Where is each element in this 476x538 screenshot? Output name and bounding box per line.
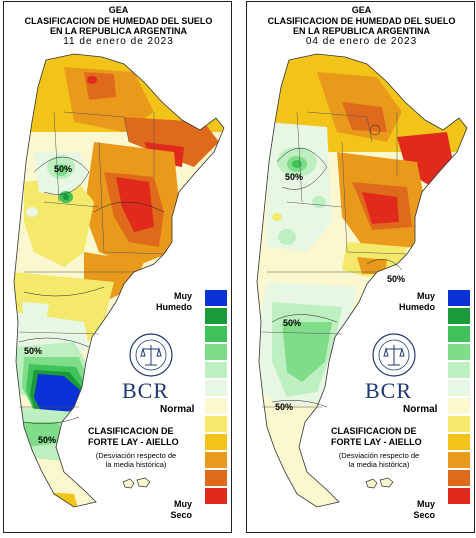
classification-title-line1: CLASIFICACION DE (331, 426, 417, 436)
map-date: 11 de enero de 2023 (63, 35, 174, 47)
contour-label: 50% (387, 274, 405, 284)
legend-swatch (448, 434, 470, 450)
bcr-seal (129, 333, 173, 377)
contour-label: 50% (54, 164, 72, 174)
argentina-map: 50% 50% 50% 50% (256, 53, 468, 508)
classification-title-line2: FORTE LAY - AIELLO (88, 437, 179, 447)
moisture-fill (257, 54, 467, 507)
bcr-logo: BCR (365, 378, 413, 403)
legend-swatch (205, 326, 227, 342)
legend-swatch (205, 380, 227, 396)
classification-note-line1: (Desviación respecto de (95, 451, 177, 460)
legend-swatch (205, 398, 227, 414)
legend-bottom-label: Muy Seco (395, 499, 435, 521)
legend-muy-label: Muy (417, 499, 435, 509)
moisture-fill (14, 54, 224, 507)
legend-swatch (448, 398, 470, 414)
contour-label: 50% (24, 346, 42, 356)
country-outline (256, 53, 468, 508)
contour-label: 50% (283, 318, 301, 328)
bcr-logo: BCR (122, 378, 170, 403)
soil-moisture-map-panel-11-jan: GEA CLASIFICACION DE HUMEDAD DEL SUELO E… (3, 1, 232, 533)
classification-title-line2: FORTE LAY - AIELLO (331, 437, 422, 447)
classification-note: (Desviación respecto de la media históri… (325, 451, 433, 469)
bcr-seal (372, 333, 416, 377)
contour-label: 50% (275, 402, 293, 412)
legend-muy-label: Muy (174, 499, 192, 509)
legend-swatch (448, 416, 470, 432)
legend-swatch (448, 452, 470, 468)
legend-swatch (205, 452, 227, 468)
legend-seco-label: Seco (413, 510, 435, 520)
legend-normal-label: Normal (160, 404, 195, 415)
legend-top-label: Muy Humedo (395, 291, 435, 313)
legend-swatch (448, 326, 470, 342)
legend-swatch (448, 290, 470, 306)
header-line-subtitle: EN LA REPUBLICA ARGENTINA (293, 26, 430, 36)
header-line-gea: GEA (108, 5, 129, 15)
legend-swatch (448, 308, 470, 324)
classification-note-line2: la media histórica) (348, 460, 410, 469)
legend-muy-label: Muy (417, 291, 435, 301)
province-borders (261, 111, 408, 408)
argentina-map: 50% 50% 50% (13, 53, 225, 508)
legend-swatch (205, 290, 227, 306)
legend-humedo-label: Humedo (156, 302, 192, 312)
legend-swatch (205, 470, 227, 486)
isolines (271, 124, 403, 408)
header-line-subtitle: EN LA REPUBLICA ARGENTINA (50, 26, 187, 36)
legend-seco-label: Seco (170, 510, 192, 520)
map-header: GEA CLASIFICACION DE HUMEDAD DEL SUELO E… (247, 5, 474, 47)
classification-note-line1: (Desviación respecto de (338, 451, 420, 460)
legend-swatch (448, 344, 470, 360)
header-line-gea: GEA (351, 5, 372, 15)
legend-swatch (205, 362, 227, 378)
legend-swatch (448, 470, 470, 486)
isolines (18, 156, 165, 424)
legend-swatch (448, 380, 470, 396)
contour-label: 50% (38, 435, 56, 445)
legend-swatch (205, 434, 227, 450)
classification-title: CLASIFICACION DE FORTE LAY - AIELLO (331, 426, 422, 448)
legend-humedo-label: Humedo (399, 302, 435, 312)
legend-top-label: Muy Humedo (152, 291, 192, 313)
classification-title-line1: CLASIFICACION DE (88, 426, 174, 436)
province-borders (18, 111, 165, 408)
legend-swatch (205, 308, 227, 324)
contour-label: 50% (285, 172, 303, 182)
header-line-title: CLASIFICACION DE HUMEDAD DEL SUELO (24, 15, 213, 26)
legend-muy-label: Muy (174, 291, 192, 301)
classification-note-line2: la media histórica) (105, 460, 167, 469)
country-outline (13, 53, 225, 508)
header-line-title: CLASIFICACION DE HUMEDAD DEL SUELO (267, 15, 456, 26)
legend-swatch (448, 362, 470, 378)
map-date: 04 de enero de 2023 (305, 35, 418, 47)
legend-bottom-label: Muy Seco (152, 499, 192, 521)
legend-normal-label: Normal (403, 404, 438, 415)
legend-swatch (205, 416, 227, 432)
classification-title: CLASIFICACION DE FORTE LAY - AIELLO (88, 426, 179, 448)
map-header: GEA CLASIFICACION DE HUMEDAD DEL SUELO E… (4, 5, 231, 47)
soil-moisture-map-panel-04-jan: GEA CLASIFICACION DE HUMEDAD DEL SUELO E… (246, 1, 475, 533)
legend-swatch (205, 344, 227, 360)
legend-swatch (205, 488, 227, 504)
classification-note: (Desviación respecto de la media históri… (82, 451, 190, 469)
legend-swatch (448, 488, 470, 504)
islas-malvinas (122, 477, 151, 489)
islas-malvinas (365, 477, 394, 489)
